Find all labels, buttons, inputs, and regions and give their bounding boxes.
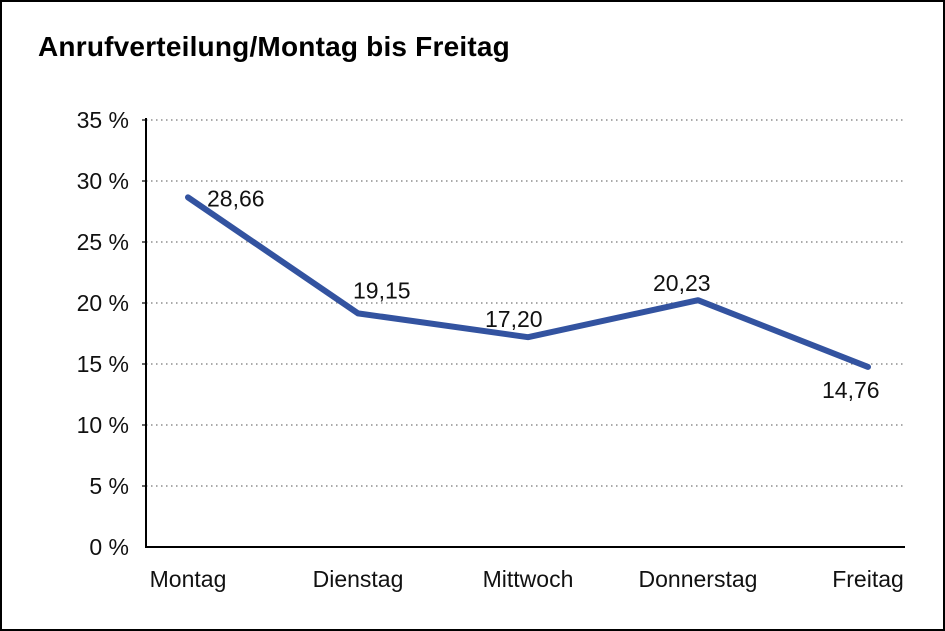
y-axis-tick-label: 35 %	[77, 107, 129, 133]
x-axis-category-label: Mittwoch	[483, 566, 574, 592]
data-point-label: 19,15	[353, 277, 411, 303]
data-point-label: 20,23	[653, 270, 711, 296]
y-axis-tick-label: 25 %	[77, 229, 129, 255]
y-axis-tick-label: 15 %	[77, 351, 129, 377]
y-axis-tick-label: 20 %	[77, 290, 129, 316]
chart-title: Anrufverteilung/Montag bis Freitag	[38, 31, 510, 62]
x-axis-category-label: Dienstag	[313, 566, 404, 592]
y-axis-tick-label: 5 %	[89, 473, 129, 499]
x-axis-category-label: Freitag	[832, 566, 904, 592]
data-point-label: 28,66	[207, 185, 265, 211]
x-axis-category-label: Montag	[150, 566, 227, 592]
x-axis-category-label: Donnerstag	[639, 566, 758, 592]
data-line	[185, 194, 871, 370]
data-point-label: 17,20	[485, 306, 543, 332]
data-point-label: 14,76	[822, 377, 880, 403]
y-axis-tick-label: 10 %	[77, 412, 129, 438]
y-axis-tick-label: 30 %	[77, 168, 129, 194]
y-axis-tick-label: 0 %	[89, 534, 129, 560]
